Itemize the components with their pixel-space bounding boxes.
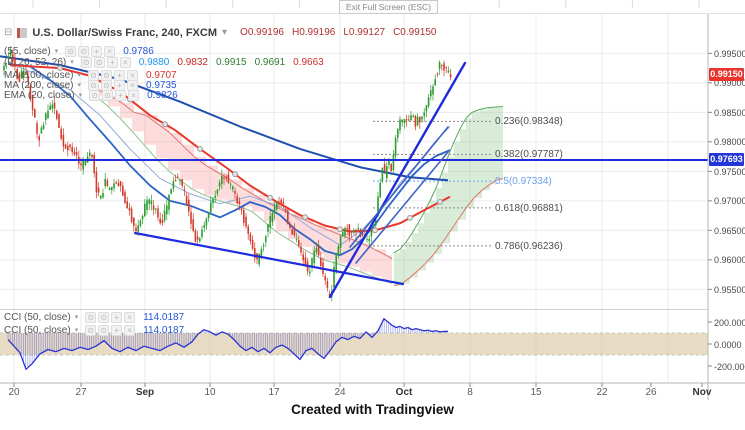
- price-tick-label: 0.98000: [714, 137, 745, 148]
- ohlc-values: O0.99196 H0.99196 L0.99127 C0.99150: [240, 27, 436, 38]
- close-icon[interactable]: ×: [124, 324, 136, 336]
- indicator-row-2-label: MA (100, close): [4, 69, 74, 81]
- close-icon[interactable]: ×: [124, 311, 136, 323]
- caret-down-icon[interactable]: ▾: [54, 48, 59, 55]
- price-tick-label: 0.96500: [714, 225, 745, 236]
- time-tick-label: 24: [334, 387, 346, 398]
- fib-level-label: 0.5(0.97334): [495, 176, 552, 188]
- indicator-row-0[interactable]: (55, close) ▾ ⊙ ⊙ + × 0.9786: [4, 45, 154, 57]
- price-tick-label: 0.99000: [714, 78, 745, 89]
- cci-row-0-label: CCI (50, close): [4, 311, 71, 323]
- ohlc-o: O0.99196: [240, 27, 284, 38]
- indicator-row-4-label: EMA (20, close): [4, 89, 75, 101]
- add-icon[interactable]: +: [106, 56, 118, 68]
- cci-row-0[interactable]: CCI (50, close) ▾ ⊙ ⊙ + × 114.0187: [4, 311, 184, 323]
- time-tick-label: 17: [268, 387, 280, 398]
- caret-down-icon[interactable]: ▾: [78, 92, 83, 99]
- indicator-row-0-label: (55, close): [4, 45, 51, 57]
- indicator-row-1-value: 0.9915: [215, 56, 247, 68]
- visibility-icon[interactable]: ⊙: [85, 324, 97, 336]
- price-tick-label: 0.99500: [714, 48, 745, 59]
- price-badge: 0.97693: [709, 153, 744, 167]
- created-with-tradingview-label: Created with Tradingview: [291, 402, 454, 417]
- settings-icon[interactable]: ⊙: [98, 324, 110, 336]
- fib-level-label: 0.382(0.97787): [495, 149, 563, 161]
- time-tick-label: Oct: [395, 387, 413, 398]
- fib-level-label: 0.236(0.98348): [495, 116, 563, 128]
- price-tick-label: 0.97500: [714, 166, 745, 177]
- time-tick-label: 10: [204, 387, 216, 398]
- instrument-logo-icon: [17, 27, 28, 38]
- close-icon[interactable]: ×: [104, 45, 116, 57]
- cci-tick-label: -200.0000: [714, 361, 745, 372]
- symbol-header[interactable]: ⊟ U.S. Dollar/Swiss Franc, 240, FXCM ▾ O…: [4, 25, 436, 40]
- cci-tick-label: 200.0000: [714, 317, 745, 328]
- settings-icon[interactable]: ⊙: [78, 45, 90, 57]
- price-tick-label: 0.96000: [714, 255, 745, 266]
- close-icon[interactable]: ×: [128, 89, 140, 101]
- visibility-icon[interactable]: ⊙: [80, 56, 92, 68]
- time-tick-label: Sep: [135, 387, 155, 398]
- add-icon[interactable]: +: [111, 311, 123, 323]
- indicator-row-1-value: 0.9691: [254, 56, 286, 68]
- price-tick-label: 0.98500: [714, 107, 745, 118]
- indicator-row-3[interactable]: MA (200, close) ▾ ⊙ ⊙ + × 0.9735: [4, 79, 177, 91]
- indicator-row-0-value: 0.9786: [123, 45, 154, 57]
- fib-level-label: 0.786(0.96236): [495, 240, 563, 252]
- indicator-row-4-value: 0.9826: [147, 89, 178, 101]
- symbol-title[interactable]: U.S. Dollar/Swiss Franc, 240, FXCM: [32, 26, 218, 39]
- indicator-row-1-value: 0.9832: [177, 56, 208, 68]
- indicator-row-1-value: 0.9880: [138, 56, 170, 68]
- cci-row-1-label: CCI (50, close): [4, 324, 71, 336]
- indicator-row-3-label: MA (200, close): [4, 79, 74, 91]
- cci-row-1-value: 114.0187: [143, 324, 185, 336]
- time-tick-label: 22: [596, 387, 608, 398]
- indicator-row-3-value: 0.9735: [146, 79, 177, 91]
- cci-row-1[interactable]: CCI (50, close) ▾ ⊙ ⊙ + × 114.0187: [4, 324, 184, 336]
- settings-icon[interactable]: ⊙: [98, 311, 110, 323]
- caret-down-icon[interactable]: ▾: [74, 314, 79, 321]
- ohlc-l: L0.99127: [343, 27, 386, 38]
- indicator-row-1[interactable]: (9, 26, 52, 26) ▾ ⊙ ⊙ + × 0.9880 0.9832 0.9915 0.…: [4, 56, 324, 68]
- indicator-row-1-value: 0.9663: [293, 56, 324, 68]
- fib-level-label: 0.618(0.96881): [495, 202, 563, 214]
- time-tick-label: 26: [645, 387, 657, 398]
- add-icon[interactable]: +: [91, 45, 103, 57]
- indicator-row-1-label: (9, 26, 52, 26): [4, 56, 67, 68]
- time-tick-label: 20: [8, 387, 20, 398]
- add-icon[interactable]: +: [111, 324, 123, 336]
- settings-icon[interactable]: ⊙: [93, 56, 105, 68]
- exit-fullscreen-tooltip: Exit Full Screen (ESC): [339, 0, 439, 14]
- collapse-square-icon[interactable]: ⊟: [4, 27, 13, 38]
- indicator-row-2-value: 0.9707: [146, 69, 177, 81]
- caret-down-icon[interactable]: ▾: [74, 327, 79, 334]
- caret-down-icon[interactable]: ▾: [77, 82, 81, 89]
- visibility-icon[interactable]: ⊙: [85, 311, 97, 323]
- add-icon[interactable]: +: [115, 89, 127, 101]
- indicator-row-4[interactable]: EMA (20, close) ▾ ⊙ ⊙ + × 0.9826: [4, 89, 178, 101]
- visibility-icon[interactable]: ⊙: [89, 89, 101, 101]
- visibility-icon[interactable]: ⊙: [65, 45, 77, 57]
- ohlc-c: C0.99150: [393, 27, 437, 38]
- cci-row-0-value: 114.0187: [143, 311, 185, 323]
- caret-down-icon[interactable]: ▾: [77, 72, 81, 79]
- ohlc-h: H0.99196: [291, 27, 336, 38]
- time-tick-label: 27: [75, 387, 87, 398]
- caret-down-icon[interactable]: ▾: [70, 59, 74, 66]
- time-tick-label: Nov: [692, 387, 712, 398]
- close-icon[interactable]: ×: [119, 56, 131, 68]
- caret-down-icon[interactable]: ▾: [222, 27, 228, 38]
- cci-tick-label: 0.0000: [714, 339, 742, 350]
- settings-icon[interactable]: ⊙: [102, 89, 114, 101]
- time-tick-label: 8: [467, 387, 473, 398]
- price-tick-label: 0.97000: [714, 196, 745, 207]
- price-badge: 0.99150: [709, 67, 744, 81]
- price-tick-label: 0.95500: [714, 284, 745, 295]
- time-tick-label: 15: [530, 387, 542, 398]
